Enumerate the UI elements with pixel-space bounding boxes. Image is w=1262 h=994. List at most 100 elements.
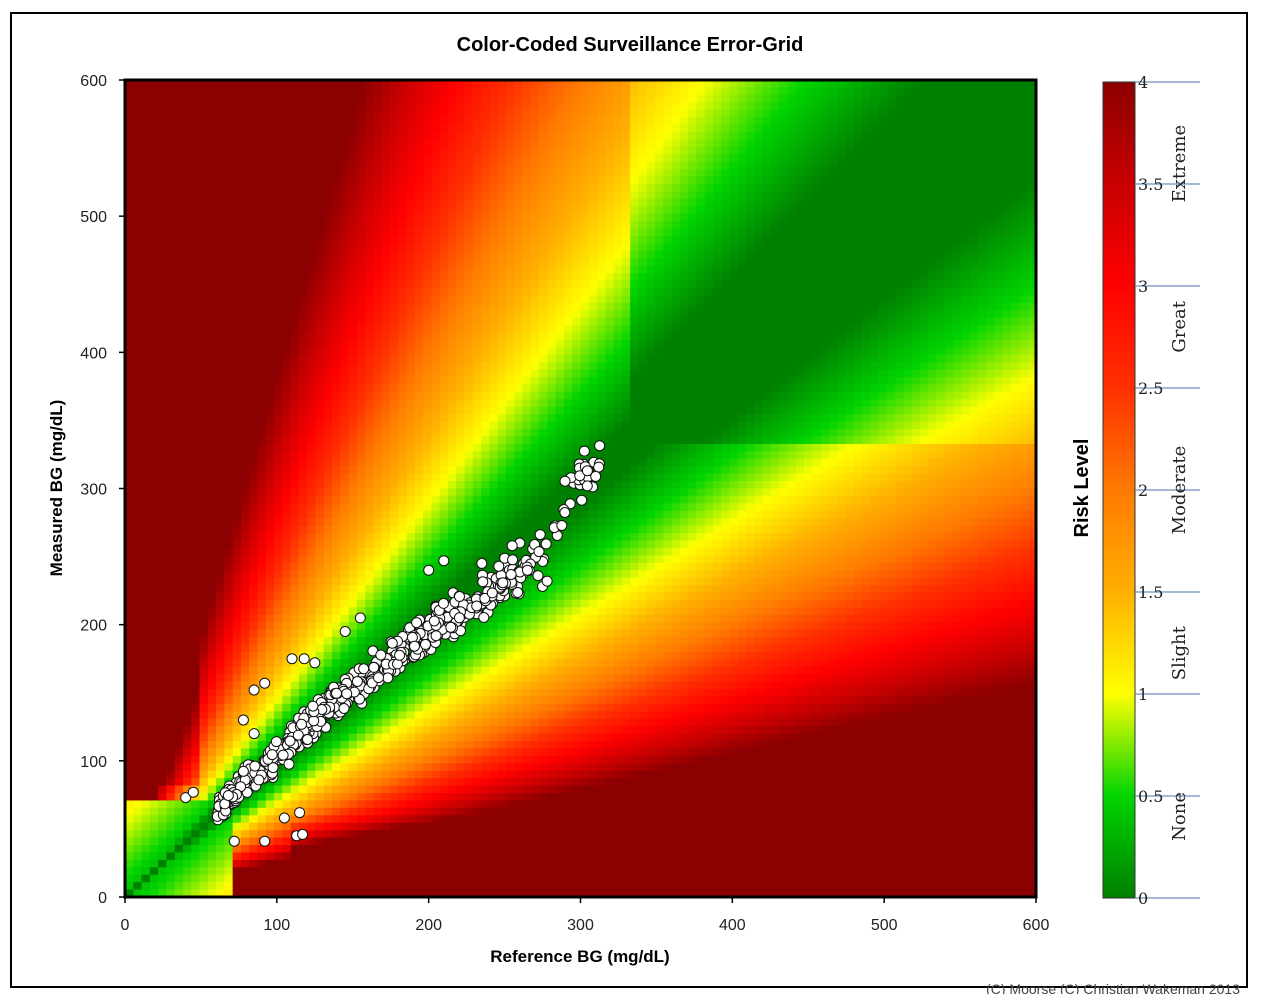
scatter-point (493, 560, 505, 572)
scatter-point (581, 480, 593, 492)
scatter-point (351, 676, 363, 687)
x-tick-label: 300 (567, 917, 594, 934)
scatter-point (409, 640, 420, 652)
x-tick-label: 100 (263, 917, 290, 934)
scatter-point (521, 564, 533, 576)
y-axis: 0 100 200 300 400 500 600 (80, 73, 125, 907)
scatter-point (354, 612, 366, 624)
y-axis-label: Measured BG (mg/dL) (47, 400, 66, 577)
scatter-point (576, 494, 588, 506)
y-tick-label: 0 (98, 890, 107, 907)
scatter-point (302, 734, 313, 745)
colorbar-band-label: Extreme (1169, 125, 1190, 203)
scatter-point (180, 792, 192, 804)
scatter-point (237, 765, 249, 777)
scatter-point (590, 470, 602, 482)
scatter-point (559, 507, 571, 518)
scatter-points (180, 440, 606, 847)
scatter-point (307, 700, 319, 712)
scatter-point (308, 715, 320, 727)
colorbar-tick-label: 1 (1138, 685, 1148, 704)
risk-heatmap (125, 80, 1036, 897)
scatter-point (358, 663, 370, 675)
colorbar-tick-label: 3.5 (1138, 175, 1163, 194)
scatter-point (423, 564, 435, 576)
scatter-point (497, 577, 509, 589)
colorbar-tick-label: 0 (1138, 889, 1148, 908)
scatter-point (270, 736, 282, 748)
scatter-point (532, 570, 544, 582)
scatter-point (386, 637, 398, 649)
scatter-point (438, 597, 449, 609)
scatter-point (338, 703, 350, 714)
scatter-point (445, 621, 457, 633)
colorbar-band-label: Slight (1169, 625, 1190, 680)
scatter-point (331, 687, 342, 699)
y-tick-label: 500 (80, 209, 107, 226)
scatter-point (411, 617, 423, 629)
x-tick-label: 200 (415, 917, 442, 934)
scatter-point (453, 612, 465, 624)
y-tick-label: 400 (80, 345, 107, 362)
scatter-point (283, 758, 295, 770)
scatter-point (339, 626, 351, 637)
scatter-point (284, 735, 296, 747)
colorbar-tick-label: 4 (1138, 73, 1148, 92)
scatter-point (294, 807, 306, 819)
x-tick-label: 500 (871, 917, 898, 934)
scatter-point (248, 728, 260, 740)
scatter-point (286, 653, 298, 665)
colorbar-ticks: 0 0.5 1 1.5 2 2.5 3 3.5 4 (1135, 73, 1200, 908)
colorbar-tick-label: 2.5 (1138, 379, 1163, 398)
scatter-point (438, 555, 450, 567)
scatter-point (454, 591, 465, 602)
x-axis-label: Reference BG (mg/dL) (490, 947, 669, 966)
scatter-point (556, 520, 568, 531)
scatter-point (533, 546, 545, 558)
scatter-point (581, 465, 593, 477)
y-tick-label: 200 (80, 618, 107, 635)
scatter-point (477, 576, 489, 588)
colorbar-tick-label: 1.5 (1138, 583, 1163, 602)
scatter-point (292, 729, 304, 741)
colorbar-band-label: Moderate (1169, 446, 1190, 535)
scatter-point (375, 649, 387, 661)
scatter-point (249, 760, 261, 772)
scatter-point (486, 587, 498, 599)
scatter-point (222, 790, 234, 801)
x-axis: 0 100 200 300 400 500 600 (121, 897, 1050, 934)
x-tick-label: 600 (1023, 917, 1050, 934)
colorbar-label: Risk Level (1071, 439, 1093, 538)
colorbar-tick-label: 2 (1138, 481, 1148, 500)
scatter-point (559, 475, 571, 487)
colorbar-tick-label: 3 (1138, 277, 1148, 296)
scatter-point (277, 749, 289, 761)
x-tick-label: 400 (719, 917, 746, 934)
scatter-point (382, 672, 394, 684)
scatter-point (373, 672, 384, 684)
scatter-point (296, 718, 307, 730)
scatter-point (428, 615, 440, 627)
scatter-point (479, 592, 491, 604)
scatter-point (341, 688, 353, 700)
y-tick-label: 100 (80, 754, 107, 771)
scatter-point (471, 600, 483, 612)
scatter-point (278, 812, 290, 824)
scatter-point (593, 461, 605, 473)
scatter-point (187, 786, 199, 798)
scatter-point (253, 774, 265, 786)
y-tick-label: 300 (80, 482, 107, 499)
scatter-point (259, 677, 271, 689)
scatter-point (309, 657, 321, 669)
scatter-point (574, 470, 586, 482)
scatter-point (259, 835, 271, 847)
scatter-point (394, 649, 406, 661)
colorbar-bands: None Slight Moderate Great Extreme (1169, 125, 1190, 841)
colorbar (1102, 81, 1136, 899)
colorbar-band-label: None (1169, 792, 1190, 841)
scatter-point (594, 440, 606, 452)
scatter-point (541, 575, 553, 587)
scatter-point (476, 557, 488, 569)
chart-title: Color-Coded Surveillance Error-Grid (457, 34, 804, 56)
